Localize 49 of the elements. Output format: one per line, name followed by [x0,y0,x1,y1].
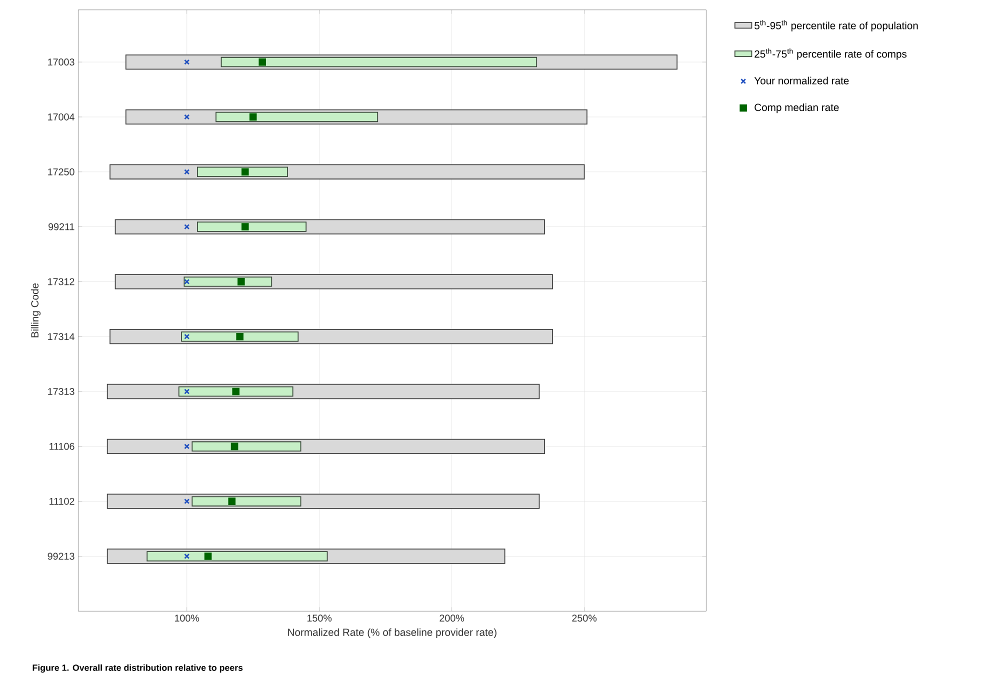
caption: Figure 1. Overall rate distribution relative to peers [32,664,243,673]
point [184,278,190,284]
point [184,168,190,174]
point [184,388,190,394]
legend-label: 25$^{th}$-75$^{th}$ percentile rate of comps [754,48,907,60]
legend-label: 5$^{th}$-95$^{th}$ percentile rate of population [754,20,918,32]
bar [178,386,294,396]
y-tick-label: 11106 [50,442,74,450]
x-axis-title: Normalized Rate (% of baseline provider rate) [288,628,496,638]
point [241,168,249,176]
point [236,332,244,340]
point [241,222,249,230]
bar [192,441,302,452]
x-tick-label: 150% [307,614,332,622]
point [238,278,245,286]
point [184,443,190,450]
y-tick-label: 99211 [48,223,74,230]
y-tick-label: 99213 [48,552,74,560]
y-tick-label: 11102 [50,498,74,505]
point [184,334,190,340]
legend-label: Your normalized rate [754,76,849,84]
bar [197,222,307,232]
point [184,59,190,65]
point [249,113,257,120]
y-tick-label: 17004 [48,113,74,120]
point [184,498,190,504]
x-tick-label: 200% [440,614,464,622]
point [228,498,236,505]
point [232,388,240,395]
bar [220,56,538,67]
y-tick-label: 17313 [48,388,74,395]
bar [192,496,302,506]
point [184,114,190,120]
y-tick-label: 17314 [48,332,74,340]
y-axis-title: Billing Code [30,283,41,338]
legend-label: Comp median rate [754,103,839,113]
y-tick-label: 17312 [48,278,74,286]
point [184,553,190,559]
point [258,58,266,66]
point [184,224,190,230]
point [204,552,212,560]
bar [197,166,288,177]
y-tick-label: 17003 [48,58,74,66]
x-tick-label: 250% [572,614,597,622]
bar [181,331,299,342]
bar [216,112,378,122]
point [230,442,238,450]
y-tick-label: 17250 [48,168,74,176]
x-tick-label: 100% [175,614,200,622]
